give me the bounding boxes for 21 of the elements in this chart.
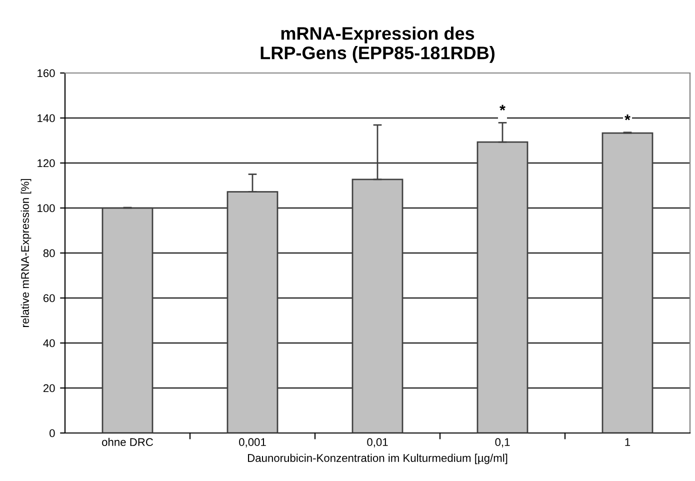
annotation: * (500, 104, 506, 111)
x-axis-title: Daunorubicin-Konzentration im Kulturmedium [µg/ml] (248, 454, 508, 464)
y-tick-label: 40 (43, 339, 55, 348)
x-tick-label: ohne DRC (102, 438, 154, 446)
bar (102, 207, 154, 433)
y-tick-label: 60 (43, 294, 55, 302)
chart-title: mRNA-Expression des LRP-Gens (EPP85-181RDB) (260, 26, 494, 63)
y-tick-label: 160 (38, 69, 55, 78)
y-tick-label: 100 (38, 204, 55, 212)
y-tick-label: 80 (43, 249, 55, 258)
bar (602, 132, 654, 433)
y-axis-title: relative mRNA-Expression [%] (20, 179, 32, 327)
x-tick-label: 0,01 (367, 438, 388, 448)
x-tick-label: 0,001 (239, 438, 266, 448)
y-tick-label: 140 (38, 114, 55, 122)
annotation: * (624, 114, 630, 120)
y-tick-label: 0 (50, 429, 55, 438)
y-tick-label: 120 (38, 159, 55, 168)
y-tick-label: 20 (43, 384, 55, 392)
x-tick-label: 1 (625, 438, 630, 446)
x-tick-label: 0,1 (495, 438, 510, 448)
